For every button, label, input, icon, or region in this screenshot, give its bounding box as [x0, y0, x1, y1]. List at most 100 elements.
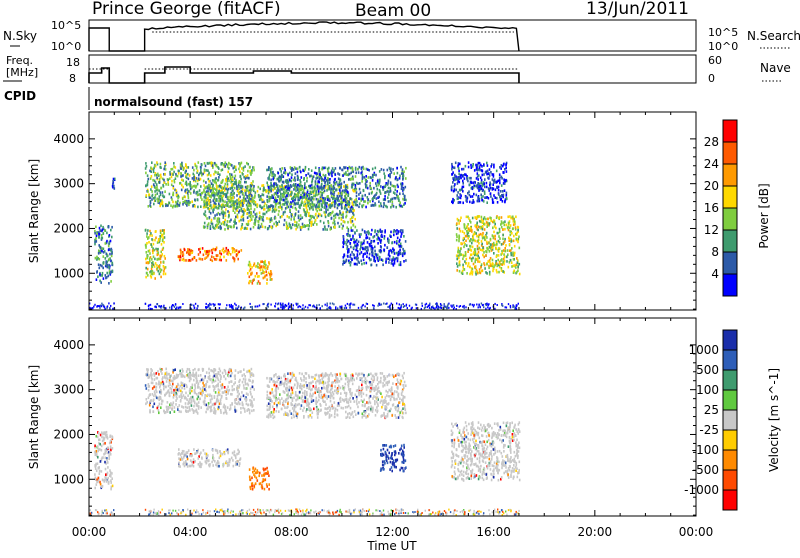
velocity-echo-cell	[238, 386, 240, 389]
power-echo-cell	[219, 173, 221, 176]
power-echo-cell	[206, 190, 208, 193]
power-echo-cell	[400, 261, 402, 264]
power-echo-cell	[463, 268, 465, 271]
power-echo-cell	[218, 185, 220, 188]
power-echo-cell	[234, 177, 236, 180]
power-echo-cell	[322, 305, 323, 307]
power-echo-cell	[366, 234, 368, 237]
power-echo-cell	[335, 213, 337, 216]
power-echo-cell	[509, 243, 511, 246]
power-echo-cell	[352, 235, 354, 238]
power-echo-cell	[300, 196, 302, 199]
power-echo-cell	[322, 201, 324, 204]
power-echo-cell	[268, 205, 270, 208]
power-echo-cell	[207, 197, 209, 200]
power-echo-cell	[462, 202, 464, 205]
power-echo-cell	[301, 200, 303, 203]
power-echo-cell	[398, 199, 400, 202]
power-echo-cell	[234, 211, 236, 214]
power-echo-cell	[379, 205, 381, 208]
power-echo-cell	[240, 185, 242, 188]
power-echo-cell	[504, 228, 506, 231]
power-echo-cell	[292, 184, 294, 187]
power-echo-cell	[489, 250, 491, 253]
power-echo-cell	[280, 179, 282, 182]
power-echo-cell	[311, 222, 313, 225]
power-echo-cell	[308, 173, 310, 176]
power-echo-cell	[155, 306, 156, 308]
power-echo-cell	[247, 208, 249, 211]
power-echo-cell	[387, 196, 389, 199]
power-echo-cell	[172, 168, 174, 171]
power-echo-cell	[351, 229, 353, 232]
power-echo-cell	[362, 248, 364, 251]
power-echo-cell	[246, 204, 248, 207]
power-echo-cell	[287, 192, 289, 195]
power-echo-cell	[355, 186, 357, 189]
power-echo-cell	[191, 200, 193, 203]
power-echo-cell	[349, 235, 351, 238]
power-echo-cell	[370, 187, 372, 190]
power-echo-cell	[473, 193, 475, 196]
power-echo-cell	[388, 253, 390, 256]
velocity-echo-cell	[110, 449, 112, 452]
power-echo-cell	[312, 305, 313, 307]
power-echo-cell	[493, 173, 495, 176]
power-ytick-label: 4000	[53, 132, 84, 146]
power-echo-cell	[152, 194, 154, 197]
power-echo-cell	[505, 163, 507, 166]
power-echo-cell	[290, 193, 292, 196]
power-echo-cell	[224, 189, 226, 192]
power-echo-cell	[322, 206, 324, 209]
power-echo-cell	[451, 189, 453, 192]
power-echo-cell	[147, 268, 149, 271]
nsky-trace-line	[89, 22, 519, 51]
power-echo-cell	[504, 260, 506, 263]
power-echo-cell	[176, 307, 177, 309]
power-echo-cell	[272, 178, 274, 181]
power-echo-cell	[307, 307, 308, 309]
power-echo-cell	[504, 220, 506, 223]
power-echo-cell	[240, 219, 242, 222]
power-echo-cell	[275, 183, 277, 186]
power-echo-cell	[332, 222, 334, 225]
power-ytick-label: 2000	[53, 221, 84, 235]
power-echo-cell	[307, 224, 309, 227]
power-echo-cells	[89, 161, 521, 310]
power-echo-cell	[375, 167, 377, 170]
power-echo-cell	[309, 175, 311, 178]
power-echo-cell	[379, 179, 381, 182]
power-echo-cell	[358, 171, 360, 174]
power-echo-cell	[477, 186, 479, 189]
power-echo-cell	[298, 210, 300, 213]
velocity-echo-cell	[95, 477, 97, 480]
power-echo-cell	[206, 186, 208, 189]
power-echo-cell	[215, 182, 217, 185]
power-echo-cell	[184, 190, 186, 193]
power-echo-cell	[278, 308, 279, 310]
power-echo-cell	[261, 223, 263, 226]
power-echo-cell	[434, 308, 435, 310]
power-echo-cell	[94, 304, 95, 306]
power-echo-cell	[314, 221, 316, 224]
power-echo-cell	[294, 166, 296, 169]
velocity-echo-cell	[109, 456, 111, 459]
power-echo-cell	[113, 302, 114, 304]
power-echo-cell	[269, 189, 271, 192]
power-echo-cell	[509, 238, 511, 241]
power-echo-cell	[484, 228, 486, 231]
power-echo-cell	[388, 261, 390, 264]
power-echo-cell	[496, 197, 498, 200]
power-echo-cell	[366, 246, 368, 249]
power-echo-cell	[454, 188, 456, 191]
velocity-echo-cell	[108, 482, 110, 485]
power-echo-cell	[373, 187, 375, 190]
power-echo-cell	[295, 167, 297, 170]
power-echo-cell	[388, 250, 390, 253]
power-echo-cell	[186, 204, 188, 207]
power-echo-cell	[297, 184, 299, 187]
power-echo-cell	[287, 215, 289, 218]
power-echo-cell	[233, 226, 235, 229]
power-echo-cell	[387, 182, 389, 185]
